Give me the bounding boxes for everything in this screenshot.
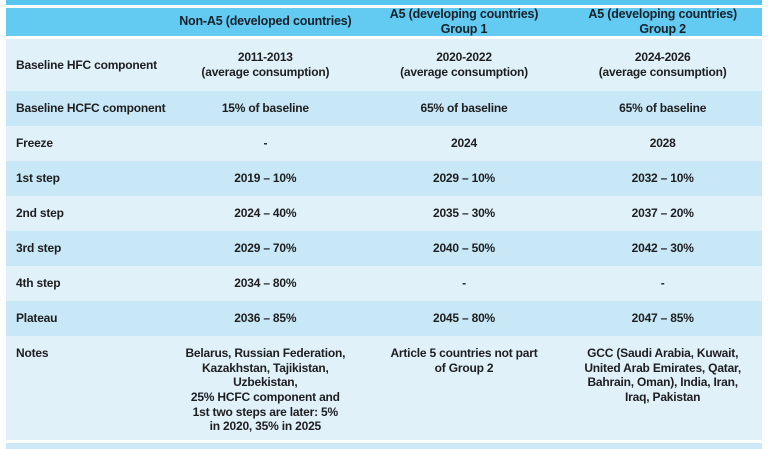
cell-group1: 2040 – 50%	[432, 241, 496, 256]
table-row-1st-step: 1st step 2019 – 10% 2029 – 10% 2032 – 10…	[6, 161, 762, 196]
row-label: Baseline HCFC component	[16, 101, 166, 116]
header-cell-a5-group1: A5 (developing countries) Group 1	[389, 6, 539, 36]
cell-group2: 2032 – 10%	[631, 171, 694, 186]
row-label: 4th step	[16, 276, 61, 291]
cell-group1: 2035 – 30%	[432, 206, 496, 221]
table-row-plateau: Plateau 2036 – 85% 2045 – 80% 2047 – 85%	[6, 301, 762, 336]
cell-group2: 65% of baseline	[619, 101, 707, 116]
cell-group2: 2042 – 30%	[631, 241, 694, 256]
row-label: 1st step	[16, 171, 60, 186]
table-row-3rd-step: 3rd step 2029 – 70% 2040 – 50% 2042 – 30…	[6, 231, 762, 266]
row-label: Notes	[16, 346, 49, 360]
cell-group1: 2024	[451, 136, 477, 151]
table-row-4th-step: 4th step 2034 – 80% - -	[6, 266, 762, 301]
cell-non-a5: 2034 – 80%	[234, 276, 297, 291]
row-label: 2nd step	[16, 206, 64, 221]
table-row-notes: Notes Belarus, Russian Federation, Kazak…	[6, 336, 762, 440]
cell-non-a5: 2036 – 85%	[234, 311, 297, 326]
row-label: Baseline HFC component	[16, 57, 157, 72]
header-cell-a5-group2: A5 (developing countries) Group 2	[588, 6, 737, 36]
table-header-row: Non-A5 (developed countries) A5 (develop…	[6, 6, 762, 36]
cell-non-a5: 2019 – 10%	[234, 171, 297, 186]
header-cell-non-a5: Non-A5 (developed countries)	[179, 14, 352, 29]
hfc-phasedown-table: Non-A5 (developed countries) A5 (develop…	[6, 6, 762, 440]
cell-group2: GCC (Saudi Arabia, Kuwait, United Arab E…	[584, 346, 742, 404]
cell-group1: 2020-2022 (average consumption)	[400, 50, 528, 79]
cell-group2: 2037 – 20%	[631, 206, 694, 221]
cell-group2: 2047 – 85%	[631, 311, 694, 326]
cell-non-a5: 2029 – 70%	[234, 241, 297, 256]
cell-non-a5: 2011-2013 (average consumption)	[201, 50, 330, 79]
cell-group1: Article 5 countries not part of Group 2	[390, 346, 538, 375]
table-row-freeze: Freeze - 2024 2028	[6, 126, 762, 161]
row-label: 3rd step	[16, 241, 62, 256]
row-label: Plateau	[16, 311, 58, 326]
table-row-baseline-hcfc: Baseline HCFC component 15% of baseline …	[6, 91, 762, 126]
cell-non-a5: 2024 – 40%	[234, 206, 297, 221]
cell-non-a5: Belarus, Russian Federation, Kazakhstan,…	[185, 346, 346, 434]
cell-group2: 2024-2026 (average consumption)	[598, 50, 727, 79]
cell-group2: 2028	[649, 136, 676, 151]
cell-group1: 2045 – 80%	[432, 311, 496, 326]
cell-group1: -	[462, 276, 466, 291]
cell-non-a5: -	[263, 136, 268, 151]
table-bottom-border	[6, 443, 762, 449]
table-row-2nd-step: 2nd step 2024 – 40% 2035 – 30% 2037 – 20…	[6, 196, 762, 231]
table-top-border	[6, 0, 762, 5]
cell-group1: 2029 – 10%	[432, 171, 496, 186]
cell-non-a5: 15% of baseline	[221, 101, 309, 116]
table-row-baseline-hfc: Baseline HFC component 2011-2013 (averag…	[6, 39, 762, 91]
row-label: Freeze	[16, 136, 53, 151]
cell-group2: -	[660, 276, 665, 291]
cell-group1: 65% of baseline	[420, 101, 508, 116]
